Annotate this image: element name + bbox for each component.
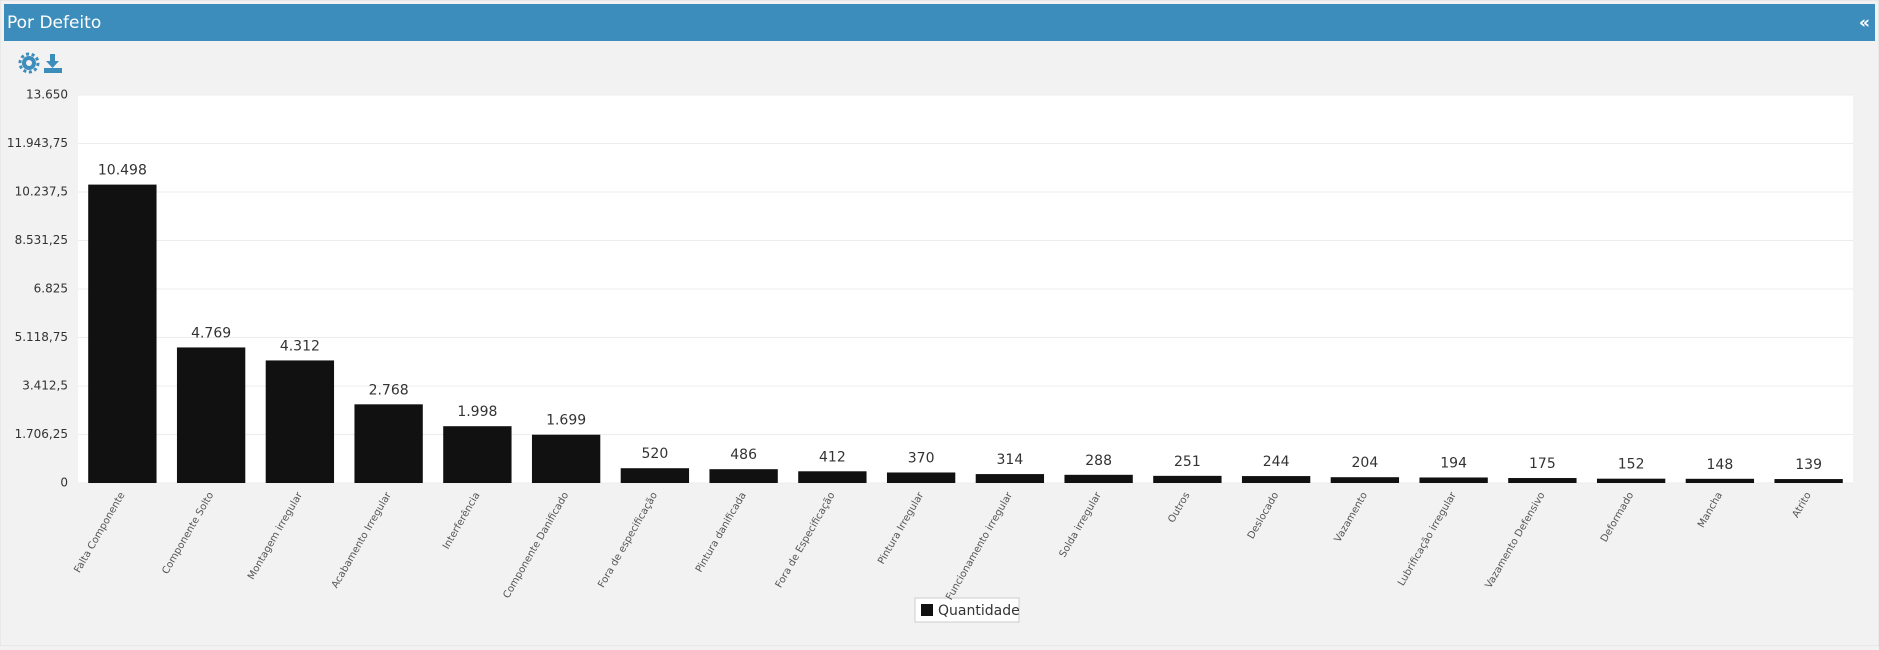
bar xyxy=(265,360,335,483)
value-label: 412 xyxy=(819,449,846,465)
value-label: 10.498 xyxy=(98,163,147,179)
y-tick-label: 6.825 xyxy=(34,282,68,296)
y-tick-label: 10.237,5 xyxy=(15,185,68,199)
value-label: 148 xyxy=(1707,457,1734,473)
bar xyxy=(531,434,601,483)
download-icon[interactable] xyxy=(44,54,62,73)
value-label: 4.769 xyxy=(191,325,231,341)
value-label: 288 xyxy=(1085,453,1112,469)
arrow-head xyxy=(46,61,59,68)
value-label: 1.699 xyxy=(546,413,586,429)
gear-teeth xyxy=(18,52,40,74)
bar xyxy=(1774,479,1843,483)
y-tick-label: 8.531,25 xyxy=(15,233,68,247)
bar xyxy=(1596,478,1666,483)
bar xyxy=(1508,478,1577,483)
gear-hole xyxy=(26,60,32,66)
y-tick-label: 13.650 xyxy=(26,88,68,102)
bar xyxy=(798,471,867,483)
bar xyxy=(709,469,778,483)
settings-icon[interactable] xyxy=(18,52,40,74)
bar xyxy=(886,472,956,483)
y-tick-label: 3.412,5 xyxy=(22,379,68,393)
value-label: 204 xyxy=(1352,455,1379,471)
panel-title: Por Defeito xyxy=(7,13,101,33)
bar xyxy=(176,347,246,483)
value-label: 486 xyxy=(730,447,757,463)
value-label: 2.768 xyxy=(369,382,409,398)
legend[interactable]: Quantidade xyxy=(914,597,1020,623)
value-label: 4.312 xyxy=(280,338,320,354)
legend-swatch xyxy=(921,604,933,616)
value-label: 520 xyxy=(642,446,669,462)
collapse-button[interactable]: « xyxy=(1859,13,1870,33)
value-label: 139 xyxy=(1795,457,1822,473)
value-label: 244 xyxy=(1263,454,1290,470)
bar xyxy=(1153,475,1222,483)
bar xyxy=(975,474,1045,483)
y-tick-label: 11.943,75 xyxy=(7,136,68,150)
header-bar xyxy=(4,4,1875,41)
bar xyxy=(1064,474,1133,483)
value-label: 370 xyxy=(908,450,935,466)
value-label: 1.998 xyxy=(457,404,497,420)
bar xyxy=(443,426,512,483)
bar xyxy=(1419,477,1488,483)
bar xyxy=(88,184,157,483)
bar xyxy=(354,404,423,483)
y-tick-label: 5.118,75 xyxy=(15,330,68,344)
value-label: 152 xyxy=(1618,457,1645,473)
bar xyxy=(620,468,690,483)
legend-label: Quantidade xyxy=(938,603,1020,619)
bar xyxy=(1241,476,1311,483)
y-tick-label: 0 xyxy=(60,476,68,490)
value-label: 175 xyxy=(1529,456,1556,472)
bar xyxy=(1330,477,1400,483)
arrow-stem xyxy=(50,54,55,62)
y-tick-label: 1.706,25 xyxy=(15,427,68,441)
value-label: 251 xyxy=(1174,454,1201,470)
tray xyxy=(44,68,62,73)
bar xyxy=(1685,478,1755,483)
value-label: 314 xyxy=(997,452,1024,468)
value-label: 194 xyxy=(1440,455,1467,471)
